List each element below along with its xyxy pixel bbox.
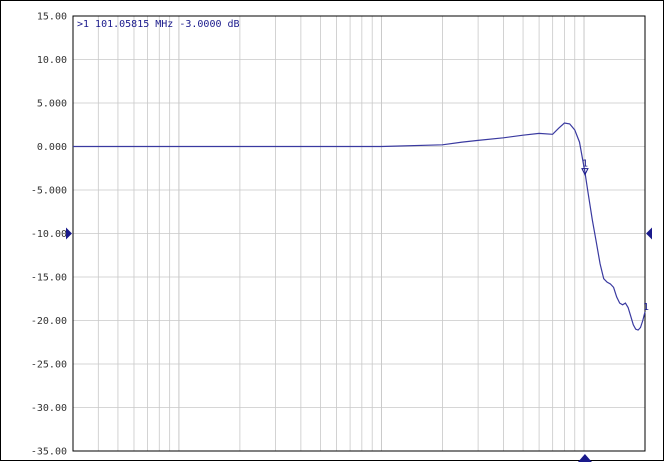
y-tick-label: 15.00 (37, 12, 67, 23)
marker-1[interactable]: 1 (581, 159, 589, 176)
marker-1-label: 1 (582, 159, 588, 170)
y-tick-label: -35.00 (31, 447, 67, 458)
y-tick-label: 5.000 (37, 99, 67, 110)
marker-readout: >1 101.05815 MHz -3.0000 dB (77, 19, 240, 30)
y-tick-label: 10.00 (37, 55, 67, 66)
reference-level-left-arrow[interactable] (66, 227, 72, 240)
y-tick-labels: 15.00 10.00 5.000 0.000 -5.000 -10.00 -15.00 -2… (31, 12, 67, 458)
y-tick-label: -20.00 (31, 316, 67, 327)
series-line (73, 122, 646, 331)
y-tick-label: -10.00 (31, 229, 67, 240)
y-tick-label: -5.000 (31, 186, 67, 197)
marker-position-arrow[interactable] (577, 454, 592, 462)
trace-end-label: 1 (643, 302, 649, 313)
y-tick-label: -15.00 (31, 273, 67, 284)
y-tick-label: -25.00 (31, 360, 67, 371)
y-tick-label: 0.000 (37, 142, 67, 153)
plot-area (72, 15, 646, 452)
marker-1-glyph[interactable] (581, 168, 589, 176)
reference-level-right-arrow[interactable] (646, 227, 652, 240)
horizontal-gridlines (73, 59, 645, 408)
y-tick-label: -30.00 (31, 403, 67, 414)
